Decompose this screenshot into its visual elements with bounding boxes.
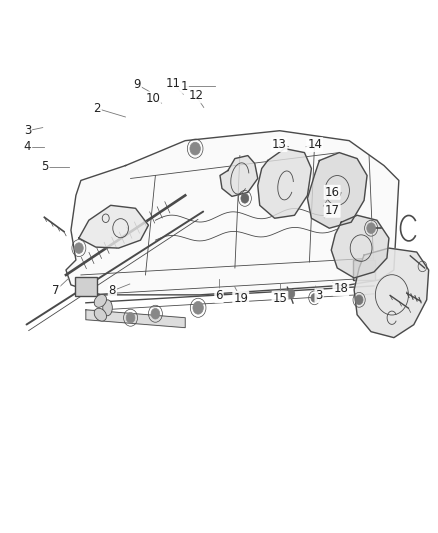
Polygon shape: [354, 248, 429, 337]
Text: 2: 2: [93, 102, 101, 115]
Text: 5: 5: [41, 160, 49, 173]
FancyBboxPatch shape: [75, 277, 97, 296]
Circle shape: [367, 223, 375, 233]
Text: 14: 14: [307, 138, 322, 151]
Text: 11: 11: [166, 77, 181, 90]
Text: 3: 3: [315, 289, 323, 302]
Text: 15: 15: [272, 292, 287, 305]
Text: 6: 6: [215, 289, 223, 302]
Circle shape: [126, 312, 135, 323]
Text: 8: 8: [109, 285, 116, 297]
Circle shape: [311, 294, 318, 302]
Text: 1: 1: [180, 80, 188, 93]
Ellipse shape: [103, 300, 112, 316]
Text: 3: 3: [24, 124, 31, 138]
Text: 16: 16: [325, 186, 339, 199]
Text: 19: 19: [233, 292, 248, 305]
Ellipse shape: [94, 294, 106, 308]
Text: 10: 10: [145, 92, 160, 106]
Polygon shape: [307, 152, 367, 228]
Text: 4: 4: [24, 140, 31, 153]
Text: 17: 17: [325, 204, 339, 217]
Text: 18: 18: [333, 282, 348, 295]
Circle shape: [190, 142, 200, 155]
Text: 13: 13: [272, 138, 286, 151]
Circle shape: [355, 295, 363, 304]
Polygon shape: [258, 149, 311, 218]
Circle shape: [241, 193, 249, 203]
Text: 9: 9: [134, 78, 141, 91]
Circle shape: [287, 289, 295, 298]
Circle shape: [151, 309, 160, 319]
Polygon shape: [86, 310, 185, 328]
Circle shape: [74, 243, 83, 253]
FancyBboxPatch shape: [353, 261, 375, 279]
Polygon shape: [66, 131, 399, 295]
Ellipse shape: [94, 308, 106, 321]
Circle shape: [193, 302, 203, 314]
Polygon shape: [331, 215, 389, 278]
Text: 7: 7: [52, 284, 60, 297]
Polygon shape: [220, 156, 258, 196]
Text: 12: 12: [188, 89, 203, 102]
Polygon shape: [79, 205, 148, 248]
